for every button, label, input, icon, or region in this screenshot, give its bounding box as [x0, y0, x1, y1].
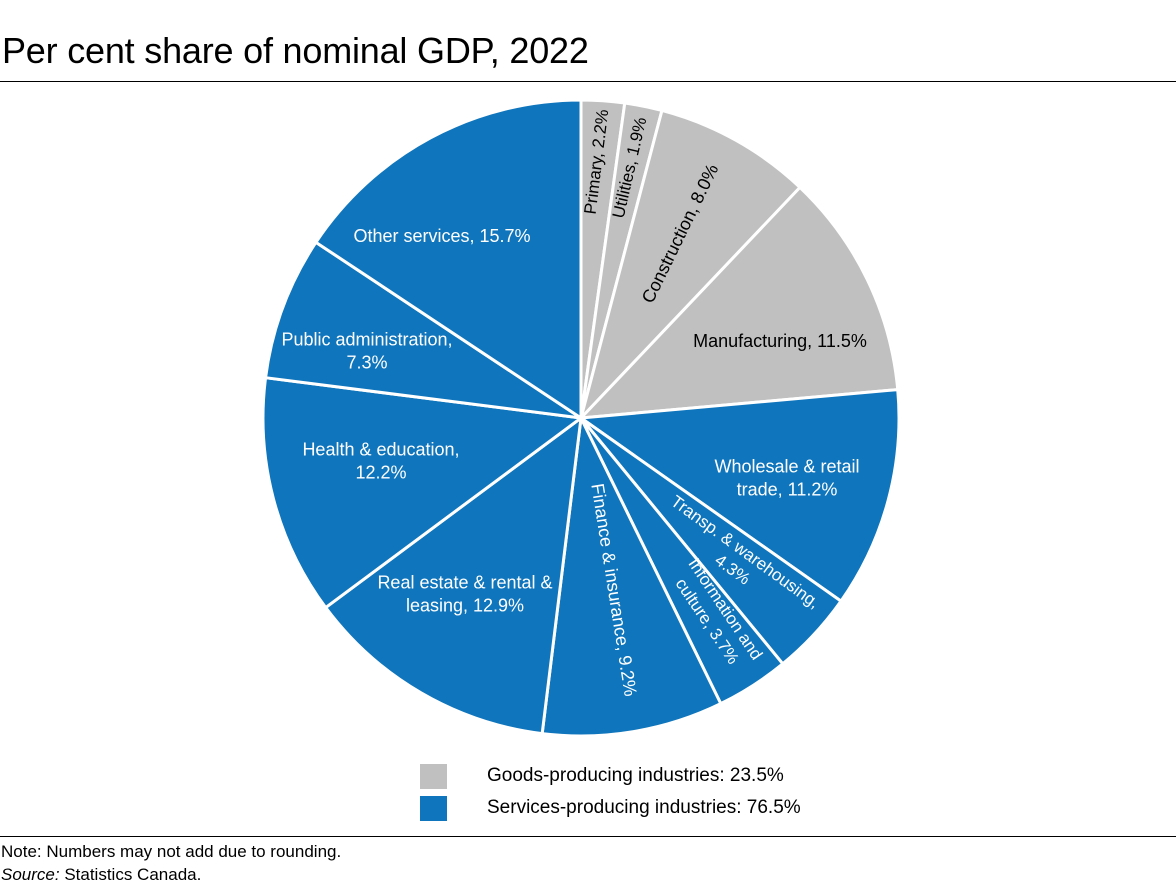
slice-label: Other services, 15.7% — [353, 226, 530, 246]
pie-slice — [579, 388, 901, 603]
legend-label-goods: Goods-producing industries: 23.5% — [487, 765, 784, 786]
slice-label: Health & education, 12.2% — [302, 439, 459, 482]
slice-label: Real estate & rental & leasing, 12.9% — [377, 572, 552, 615]
pie-slice — [264, 240, 583, 420]
title-divider — [0, 81, 1176, 82]
pie-slice — [579, 185, 900, 420]
slice-label: Public administration, 7.3% — [281, 329, 452, 372]
pie-slice — [540, 416, 723, 738]
footer-note: Note: Numbers may not add due to roundin… — [1, 842, 342, 861]
footer-source: Source: Statistics Canada. — [1, 863, 341, 886]
source-text: Statistics Canada. — [59, 865, 202, 884]
pie-slice — [324, 416, 583, 736]
pie-slice — [314, 98, 583, 420]
pie-slice — [579, 108, 802, 420]
source-label: Source: — [1, 865, 60, 884]
footer-divider — [0, 836, 1176, 837]
legend-swatch-goods — [420, 763, 447, 789]
legend: Goods-producing industries: 23.5% Servic… — [420, 760, 801, 824]
legend-item-goods: Goods-producing industries: 23.5% — [420, 760, 801, 792]
pie-slice — [261, 376, 583, 610]
footer: Note: Numbers may not add due to roundin… — [1, 840, 341, 886]
chart-title: Per cent share of nominal GDP, 2022 — [2, 30, 589, 71]
slice-label: Manufacturing, 11.5% — [693, 331, 867, 351]
legend-item-services: Services-producing industries: 76.5% — [420, 792, 801, 824]
slice-label: Wholesale & retail trade, 11.2% — [714, 456, 859, 499]
pie-chart: Primary, 2.2%Utilities, 1.9%Construction… — [261, 98, 901, 738]
legend-swatch-services — [420, 795, 447, 821]
legend-label-services: Services-producing industries: 76.5% — [487, 797, 801, 818]
